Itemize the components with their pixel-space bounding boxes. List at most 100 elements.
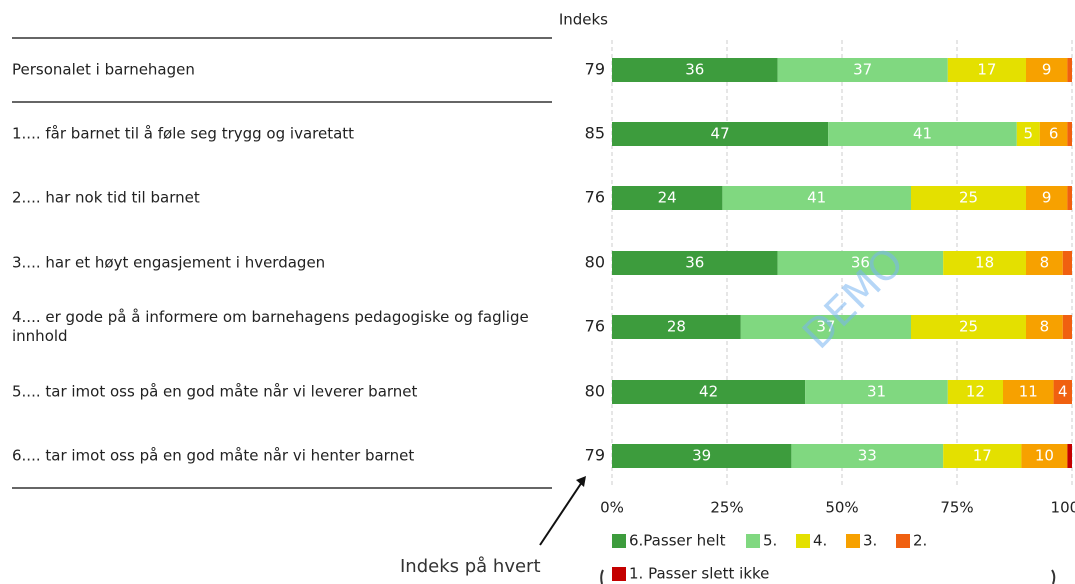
legend-swatch (612, 567, 626, 581)
bar-segment (805, 380, 948, 404)
bar-segment (828, 122, 1017, 146)
bar-segment (722, 186, 911, 210)
row-label: Personalet i barnehagen (12, 60, 195, 79)
bar-label: 9 (1042, 189, 1052, 207)
row-label: 2.... har nok tid til barnet (12, 188, 200, 207)
bar-segment (1026, 186, 1068, 210)
bar-label: 42 (699, 383, 718, 401)
bar-segment (1039, 122, 1068, 146)
bar-label: 9 (1042, 61, 1052, 79)
bar-segment (1067, 186, 1072, 210)
index-header: Indeks (559, 11, 608, 29)
bar-label: 37 (816, 318, 835, 336)
bar-segment (943, 444, 1022, 468)
x-tick-label: 75% (940, 499, 973, 517)
row-label: 3.... har et høyt engasjement i hverdage… (12, 253, 326, 272)
bar-label: 25 (959, 318, 978, 336)
bar-label: 33 (858, 447, 877, 465)
bar-label: 17 (973, 447, 992, 465)
x-tick-label: 25% (710, 499, 743, 517)
bar-label: 12 (966, 383, 985, 401)
index-value: 80 (585, 382, 605, 401)
x-tick-label: 0% (600, 499, 624, 517)
index-value: 79 (585, 60, 605, 79)
legend-label: 1. Passer slett ikke (629, 565, 769, 583)
legend-swatch (846, 534, 860, 548)
row-label: 6.... tar imot oss på en god måte når vi… (12, 446, 415, 465)
annotation: Indeks på hvert (400, 556, 541, 577)
bracket (1051, 569, 1056, 584)
bar-segment (612, 251, 778, 275)
bar-label: 25 (959, 189, 978, 207)
bar-label: 39 (692, 447, 711, 465)
bar-label: 11 (1019, 383, 1038, 401)
bar-segment (740, 315, 911, 339)
bar-label: 8 (1040, 254, 1050, 272)
bar-segment (947, 380, 1003, 404)
index-value: 79 (585, 446, 605, 465)
bar-label: 8 (1040, 318, 1050, 336)
row-label: 5.... tar imot oss på en god måte når vi… (12, 382, 418, 401)
bar-segment (947, 58, 1026, 82)
bar-label: 4 (1058, 383, 1068, 401)
bar-label: 10 (1035, 447, 1054, 465)
bar-label: 31 (867, 383, 886, 401)
bar-label: 24 (658, 189, 677, 207)
bar-label: 47 (711, 125, 730, 143)
bar-segment (1026, 251, 1063, 275)
bar-segment (1026, 315, 1063, 339)
index-value: 85 (585, 124, 605, 143)
legend-swatch (746, 534, 760, 548)
bar-label: 18 (975, 254, 994, 272)
bar-label: 17 (977, 61, 996, 79)
bar-segment (1062, 315, 1072, 339)
bar-segment (1067, 444, 1072, 468)
bar-label: 41 (913, 125, 932, 143)
x-tick-label: 100% (1051, 499, 1075, 517)
x-tick-label: 50% (825, 499, 858, 517)
arrow-head (576, 476, 586, 487)
legend-label: 5. (763, 532, 777, 550)
bar-segment (911, 315, 1026, 339)
bar-segment (1067, 58, 1072, 82)
bar-segment (1003, 380, 1054, 404)
bar-segment (911, 186, 1026, 210)
legend-swatch (796, 534, 810, 548)
bar-segment (777, 58, 948, 82)
bar-segment (612, 122, 829, 146)
row-label: 1.... får barnet til å føle seg trygg og… (12, 124, 355, 143)
bar-segment (612, 58, 778, 82)
bar-segment (791, 444, 944, 468)
bar-label: 6 (1049, 125, 1059, 143)
row-label: 4.... er gode på å informere om barnehag… (12, 308, 529, 345)
bar-segment (777, 251, 944, 275)
index-value: 80 (585, 253, 605, 272)
bar-segment (612, 315, 741, 339)
arrow (539, 481, 583, 546)
legend-swatch (896, 534, 910, 548)
bar-segment (1026, 58, 1068, 82)
bar-label: 41 (807, 189, 826, 207)
legend-label: 6.Passer helt (629, 532, 726, 550)
legend-label: 2. (913, 532, 927, 550)
index-value: 76 (585, 188, 605, 207)
bar-segment (1021, 444, 1068, 468)
bar-segment (612, 444, 792, 468)
bar-label: 28 (667, 318, 686, 336)
bracket (600, 569, 604, 584)
bar-label: 36 (685, 254, 704, 272)
bar-label: 36 (851, 254, 870, 272)
bar-segment (1016, 122, 1040, 146)
bar-label: 37 (853, 61, 872, 79)
legend-label: 3. (863, 532, 877, 550)
legend-swatch (612, 534, 626, 548)
bar-segment (612, 186, 723, 210)
bar-segment (1062, 251, 1072, 275)
bar-segment (943, 251, 1026, 275)
index-value: 76 (585, 317, 605, 336)
bar-segment (612, 380, 806, 404)
bar-segment (1067, 122, 1072, 146)
bar-segment (1053, 380, 1072, 404)
